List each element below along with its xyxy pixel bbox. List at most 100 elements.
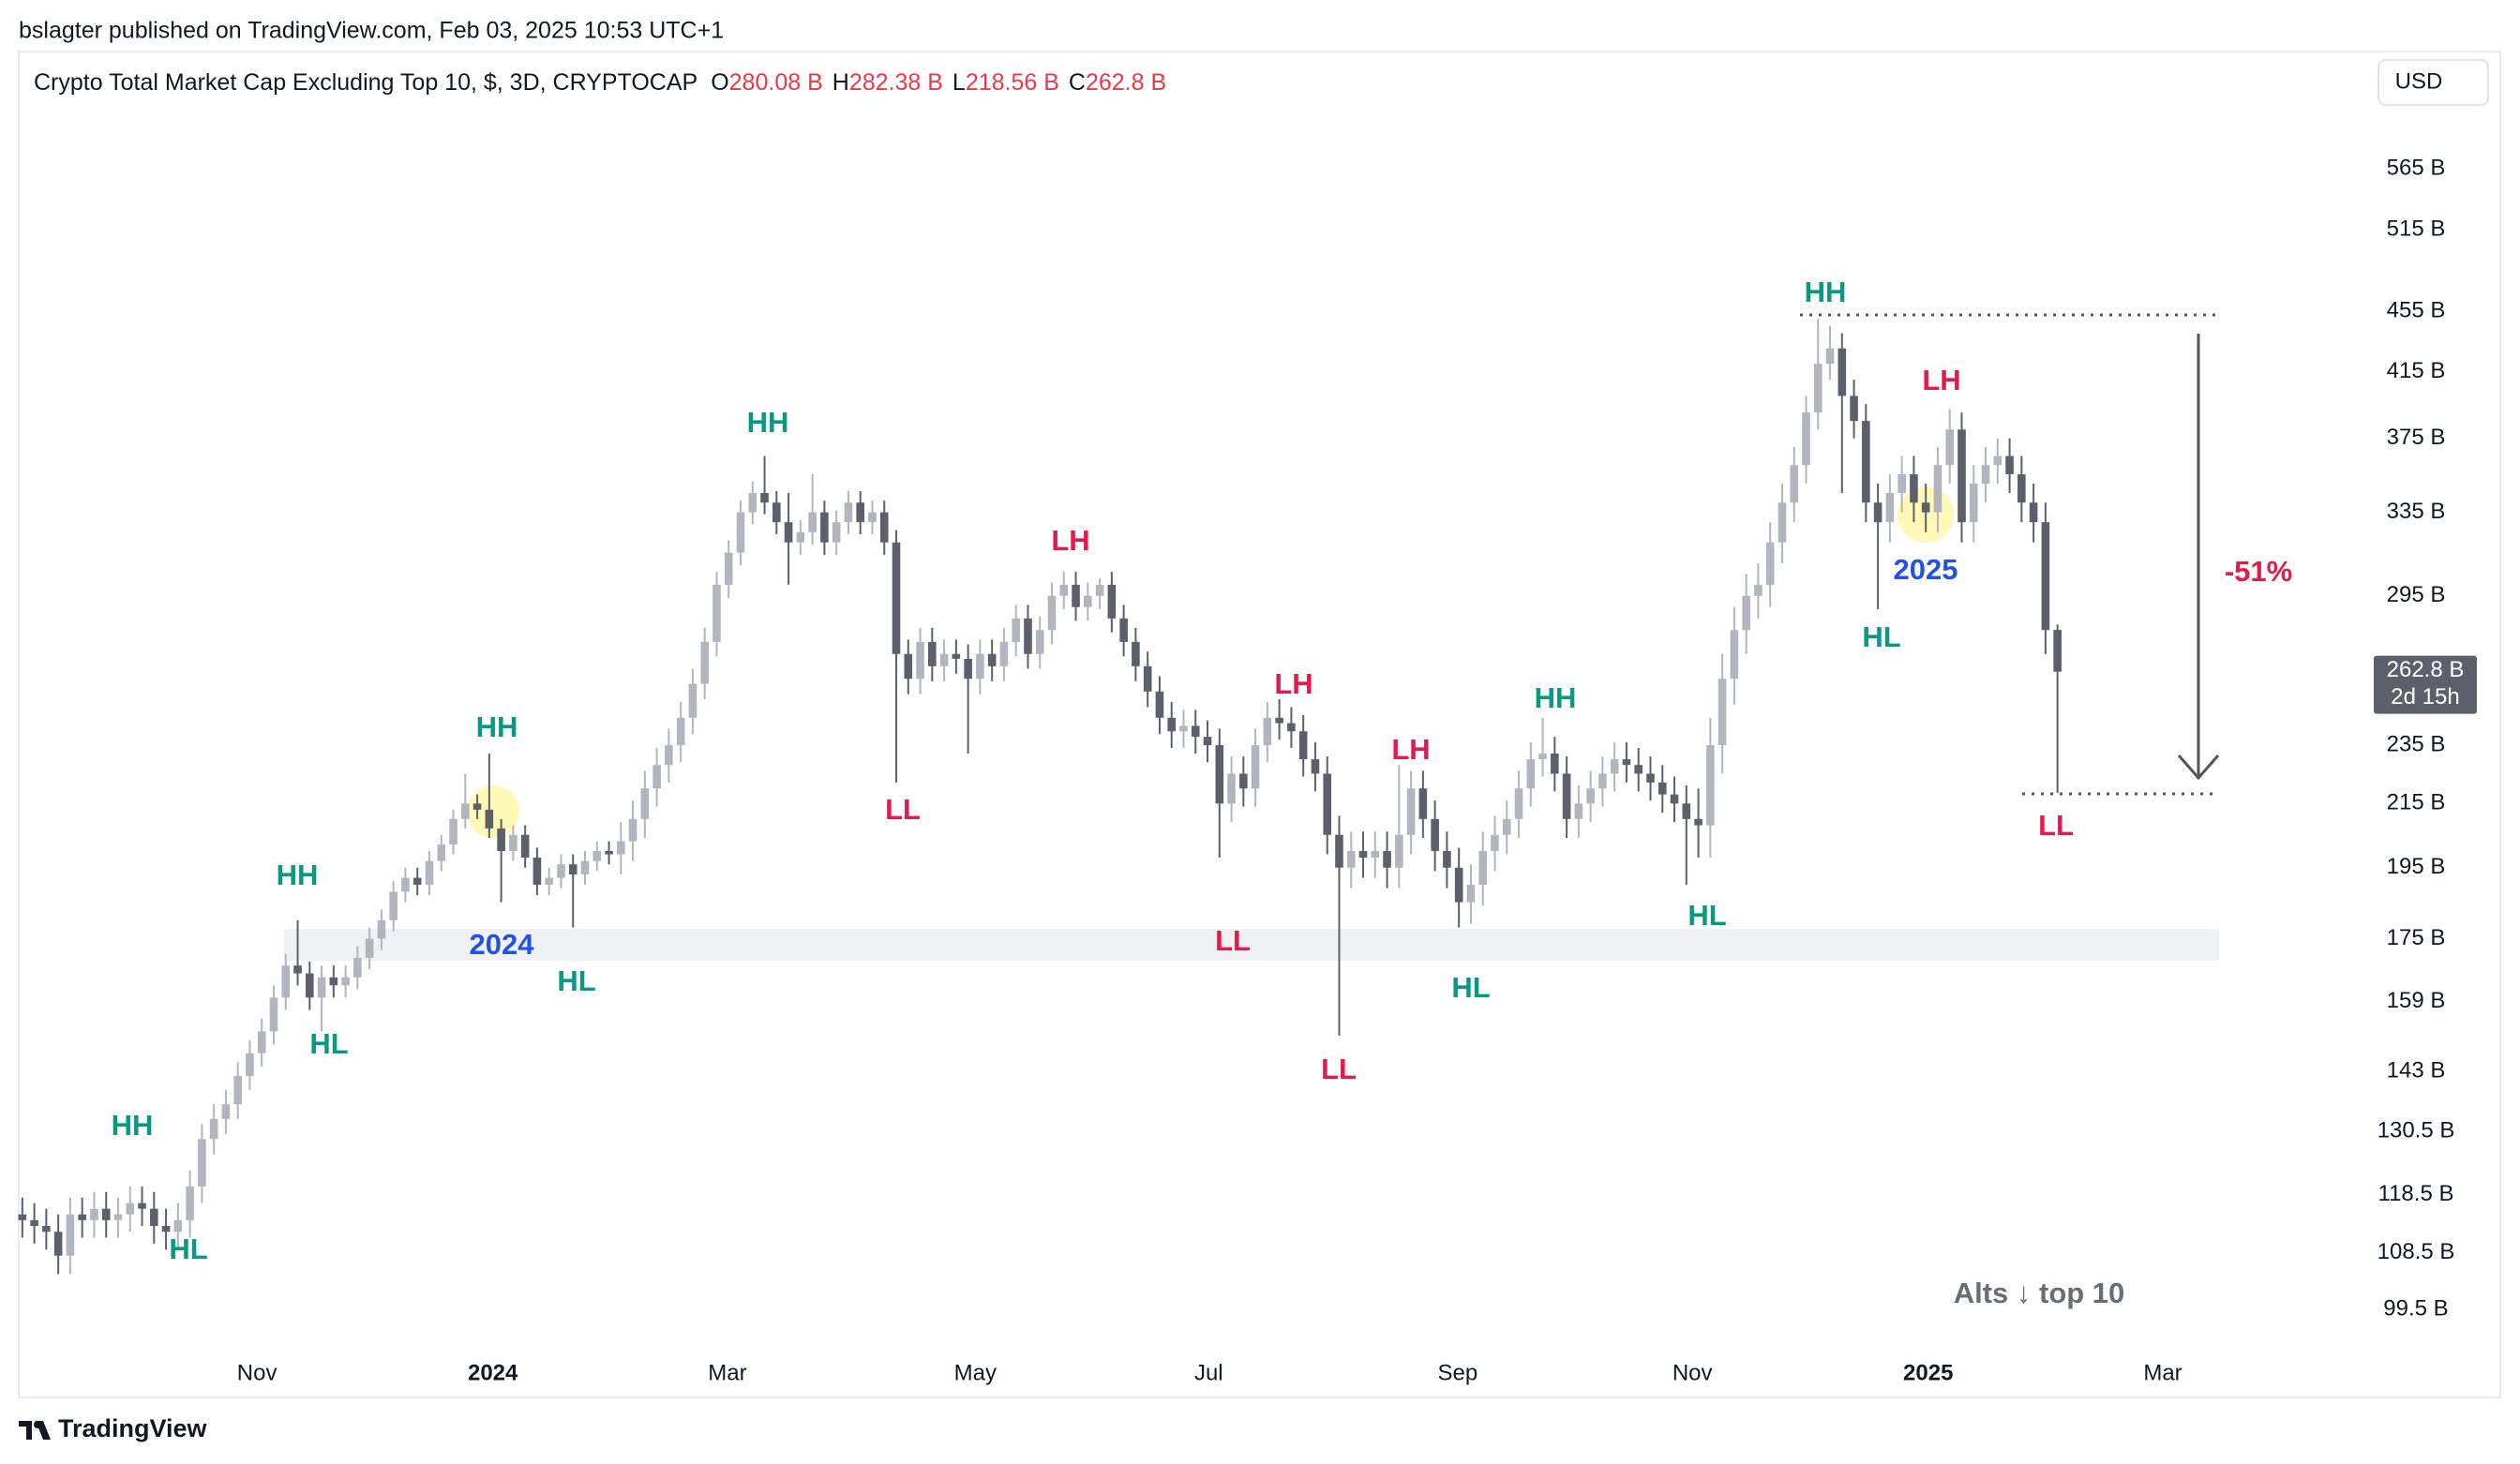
candle-body: [2029, 502, 2038, 523]
brand-name: TradingView: [58, 1414, 208, 1442]
y-tick-label: 195 B: [2387, 854, 2446, 879]
currency-button[interactable]: [2378, 59, 2489, 106]
candle-body: [2053, 630, 2062, 672]
candle-body: [1047, 595, 1057, 631]
candle-body: [832, 522, 841, 543]
y-tick-label: 455 B: [2387, 297, 2446, 322]
x-tick-label: 2024: [468, 1360, 518, 1385]
candle-body: [269, 997, 278, 1032]
legend-key: C: [1069, 69, 1086, 96]
annotation: HH: [476, 710, 518, 743]
candle-body: [1263, 717, 1272, 746]
candle-body: [1790, 465, 1799, 503]
candle-body: [1718, 679, 1727, 746]
candle-body: [305, 973, 314, 998]
candle-body: [1754, 584, 1762, 596]
annotation: 2024: [470, 928, 535, 961]
candle-body: [1730, 630, 1739, 680]
candle-body: [976, 653, 984, 680]
annotation: LL: [885, 793, 921, 826]
candle-body: [1443, 851, 1451, 868]
y-tick-label: 108.5 B: [2378, 1239, 2455, 1264]
candle-body: [628, 818, 638, 842]
candle-body: [904, 653, 913, 680]
annotation: HL: [169, 1232, 207, 1265]
candle-body: [126, 1203, 135, 1215]
candle-body: [437, 844, 446, 861]
candle-body: [1431, 818, 1439, 852]
candle-body: [1538, 754, 1547, 760]
candle-body: [138, 1203, 146, 1209]
annotation: 2025: [1894, 553, 1958, 586]
candle-body: [497, 828, 505, 852]
y-tick-label: 415 B: [2387, 358, 2446, 383]
candle-body: [1323, 773, 1332, 835]
candle-body: [293, 965, 302, 974]
candle-body: [1502, 818, 1511, 835]
y-tick-label: 235 B: [2387, 731, 2446, 756]
candle-body: [1958, 429, 1966, 523]
candle-body: [1646, 773, 1655, 783]
candle-body: [1059, 584, 1069, 596]
candle-body: [233, 1075, 242, 1105]
countdown-label: 2d 15h: [2391, 684, 2459, 710]
candle-body: [1418, 788, 1428, 819]
candle-body: [509, 834, 518, 852]
candle-body: [1024, 618, 1032, 654]
candle-body: [928, 641, 937, 666]
candle-body: [640, 788, 650, 819]
candle-body: [472, 803, 482, 810]
candle-body: [532, 858, 542, 885]
candle-body: [1287, 723, 1296, 732]
price-label: 262.8 B: [2387, 657, 2465, 682]
candle-body: [1933, 465, 1942, 513]
candle-body: [1598, 773, 1607, 789]
y-tick-label: 215 B: [2387, 790, 2446, 815]
annotation: HH: [747, 406, 789, 439]
candle-body: [1514, 788, 1523, 819]
candle-body: [365, 938, 374, 958]
candle-body: [1586, 788, 1595, 804]
candle-body: [545, 877, 553, 885]
legend-value: 282.38 B: [849, 69, 943, 96]
annotation: HH: [1805, 276, 1847, 308]
candle-body: [1694, 818, 1702, 826]
candle-body: [1921, 502, 1930, 513]
candle-body: [412, 877, 422, 885]
candle-body: [42, 1226, 51, 1232]
candle-body: [329, 977, 338, 986]
candle-body: [665, 745, 673, 766]
candle-body: [1610, 759, 1619, 774]
candle-body: [1179, 725, 1188, 732]
candle-body: [1634, 765, 1643, 774]
candle-body: [317, 977, 326, 998]
candle-body: [1215, 745, 1224, 804]
candle-body: [1706, 745, 1715, 826]
x-tick-label: Jul: [1194, 1360, 1223, 1385]
candle-body: [939, 653, 949, 666]
publisher-header: bslagter published on TradingView.com, F…: [19, 18, 724, 44]
candle-body: [30, 1219, 38, 1227]
candle-body: [173, 1219, 183, 1232]
candle-body: [1491, 834, 1499, 852]
candle-body: [760, 493, 769, 503]
y-tick-label: 130.5 B: [2378, 1117, 2455, 1143]
currency-label[interactable]: USD: [2395, 68, 2443, 94]
x-tick-label: Mar: [708, 1360, 746, 1385]
candle-body: [617, 841, 625, 855]
candle-body: [892, 542, 901, 654]
annotation: HH: [1535, 681, 1577, 714]
candle-body: [557, 864, 565, 878]
candle-body: [1813, 364, 1822, 413]
legend: Crypto Total Market Cap Excluding Top 10…: [34, 69, 1166, 96]
candle-body: [999, 641, 1009, 666]
annotation: LH: [1922, 364, 1960, 396]
y-tick-label: 565 B: [2387, 156, 2446, 181]
candle-body: [1395, 834, 1403, 868]
candle-body: [580, 860, 590, 874]
candle-body: [987, 653, 997, 666]
candle-body: [1275, 717, 1283, 724]
candle-body: [1825, 348, 1835, 365]
candle-body: [377, 919, 386, 939]
candle-body: [1335, 834, 1343, 868]
